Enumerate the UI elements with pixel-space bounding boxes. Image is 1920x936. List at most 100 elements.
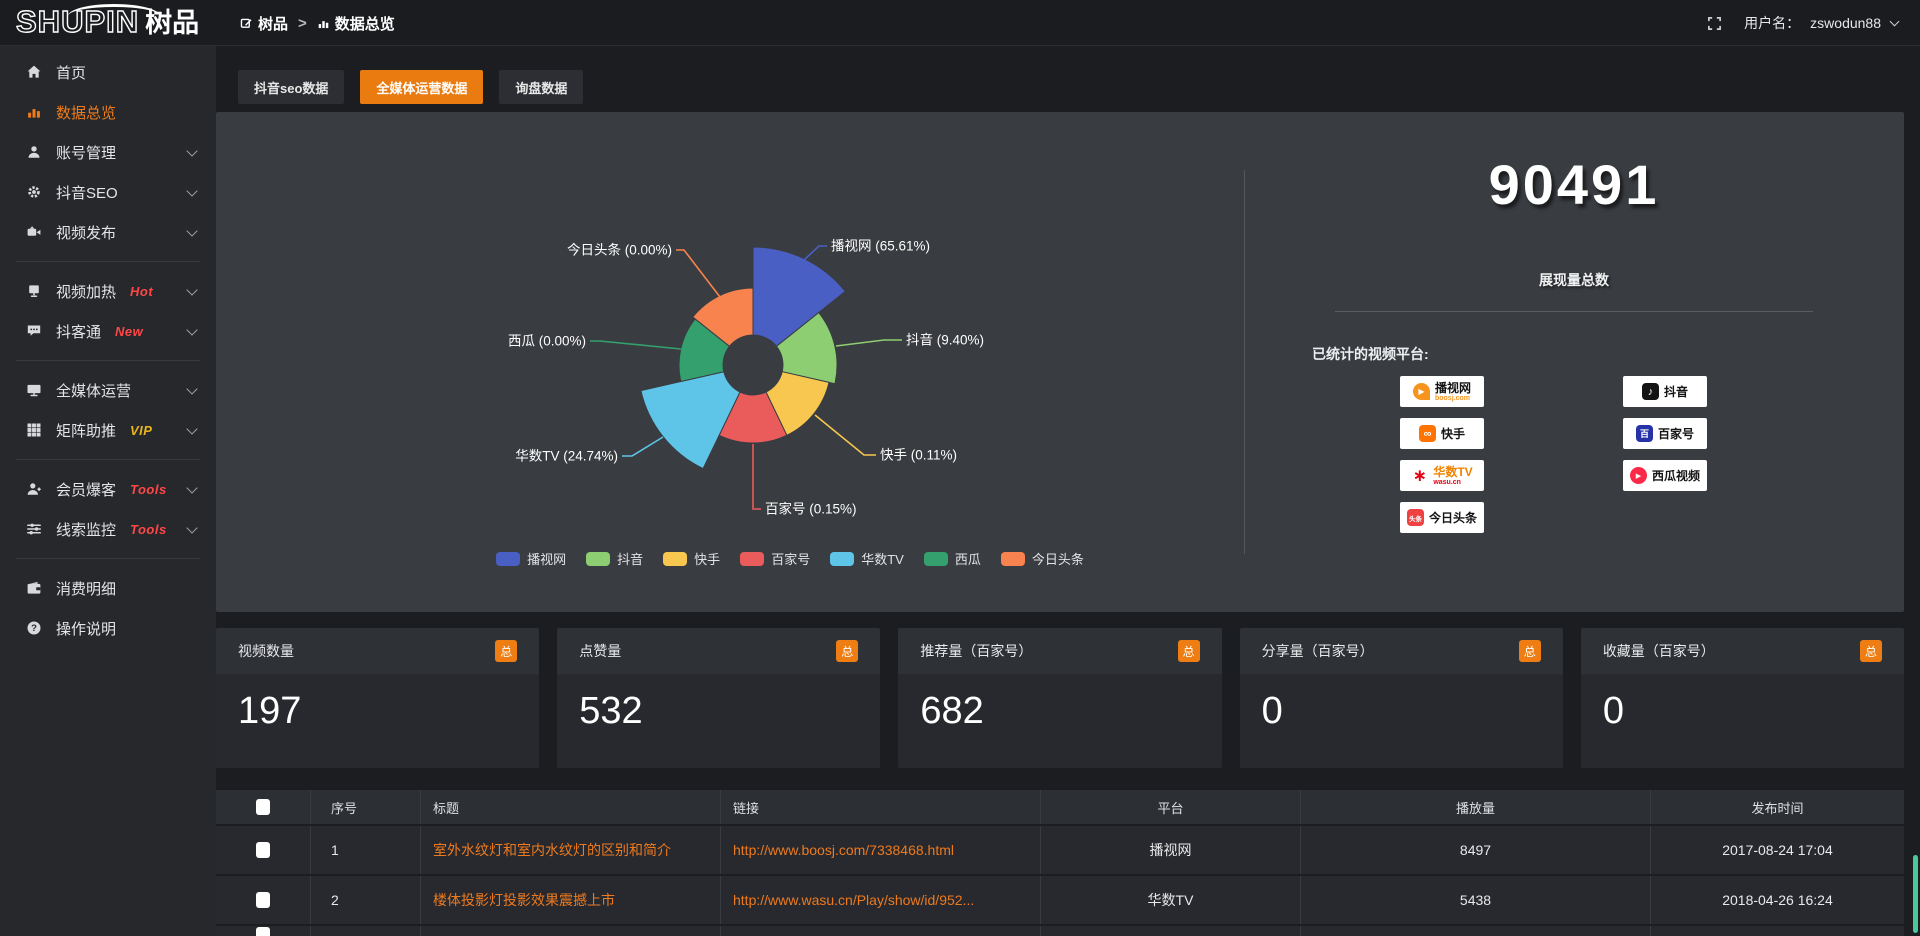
sidebar-separator bbox=[16, 360, 200, 361]
stat-card-row: 视频数量总 197 点赞量总 532 推荐量（百家号）总 682 分享量（百家号）总 0 收藏量… bbox=[216, 628, 1905, 768]
pie-slice-华数TV[interactable] bbox=[640, 371, 741, 470]
sidebar-item-视频发布[interactable]: 视频发布 bbox=[0, 212, 216, 252]
total-badge: 总 bbox=[495, 640, 518, 662]
heat-icon bbox=[26, 283, 42, 299]
col-header-no: 序号 bbox=[310, 790, 420, 824]
legend-item-快手[interactable]: 快手 bbox=[663, 549, 720, 568]
stat-card-收藏量（百家号）: 收藏量（百家号） 总 0 bbox=[1580, 628, 1905, 768]
chevron-down-icon bbox=[186, 185, 198, 197]
stat-card-title: 分享量（百家号） bbox=[1261, 643, 1374, 659]
sidebar-item-label: 全媒体运营 bbox=[56, 382, 132, 400]
main-content: 抖音seo数据 全媒体运营数据 询盘数据 播视网 (65.61%) 抖音 (9.40%… bbox=[216, 46, 1920, 936]
sidebar-item-操作说明[interactable]: ? 操作说明 bbox=[0, 608, 216, 648]
bars-icon bbox=[26, 104, 42, 120]
tab-抖音seo数据[interactable]: 抖音seo数据 bbox=[238, 70, 345, 104]
compose-icon bbox=[240, 17, 253, 30]
platform-chip-label: 快手 bbox=[1440, 426, 1465, 441]
legend-item-抖音[interactable]: 抖音 bbox=[586, 549, 643, 568]
topbar: SHUPIN 树品 树品 > 数据总览 用户名： zswodun88 bbox=[0, 0, 1920, 46]
legend-item-百家号[interactable]: 百家号 bbox=[740, 549, 810, 568]
chat-icon bbox=[26, 323, 42, 339]
sidebar-item-label: 消费明细 bbox=[56, 580, 117, 598]
legend-item-今日头条[interactable]: 今日头条 bbox=[1000, 549, 1084, 568]
cell-title[interactable]: 楼体投影灯投影效果震撼上市 bbox=[420, 876, 720, 924]
sidebar-item-消费明细[interactable]: 消费明细 bbox=[0, 568, 216, 608]
pie-label-line bbox=[803, 245, 827, 261]
sidebar-item-首页[interactable]: 首页 bbox=[0, 52, 216, 92]
pie-slice-播视网[interactable] bbox=[752, 246, 847, 348]
sidebar-item-label: 线索监控 bbox=[56, 521, 117, 539]
scrollbar-thumb[interactable] bbox=[1913, 855, 1918, 933]
sidebar-item-矩阵助推[interactable]: 矩阵助推 VIP bbox=[0, 410, 216, 450]
sidebar-item-会员爆客[interactable]: 会员爆客 Tools bbox=[0, 469, 216, 509]
sidebar-item-账号管理[interactable]: 账号管理 bbox=[0, 132, 216, 172]
select-all-checkbox[interactable] bbox=[256, 799, 270, 815]
platform-chip-抖音: ♪ 抖音 bbox=[1623, 376, 1707, 407]
breadcrumb-current: 数据总览 bbox=[334, 15, 395, 33]
pie-label-华数TV: 华数TV (24.74%) bbox=[515, 449, 618, 464]
summary-divider bbox=[1335, 311, 1813, 312]
legend-item-播视网[interactable]: 播视网 bbox=[496, 549, 566, 568]
sidebar-item-线索监控[interactable]: 线索监控 Tools bbox=[0, 509, 216, 549]
platform-chip-播视网: ▶ 播视网 boosj.com bbox=[1400, 376, 1484, 407]
douyin-icon: ♪ bbox=[1641, 383, 1659, 400]
cell-link[interactable]: http://www.wasu.cn/Play/show/id/952... bbox=[720, 876, 1040, 924]
video-icon bbox=[26, 224, 42, 240]
overview-card: 播视网 (65.61%) 抖音 (9.40%) 快手 (0.11%) 百家号 (0.1… bbox=[216, 112, 1904, 612]
boshiwang-icon: ▶ bbox=[1412, 383, 1430, 400]
chevron-down-icon bbox=[186, 522, 198, 534]
stat-card-header: 收藏量（百家号） 总 bbox=[1580, 628, 1905, 674]
bar-chart-icon bbox=[317, 17, 330, 30]
sidebar-item-视频加热[interactable]: 视频加热 Hot bbox=[0, 271, 216, 311]
row-checkbox[interactable] bbox=[256, 927, 270, 936]
pie-label-line bbox=[590, 340, 682, 350]
sidebar-item-label: 抖客通 bbox=[56, 323, 102, 341]
sidebar-item-抖音SEO[interactable]: 抖音SEO bbox=[0, 172, 216, 212]
sidebar: 首页 数据总览 账号管理 抖音SEO 视频发布视频加热 Hot 抖客通 New 全媒体运营矩阵助… bbox=[0, 46, 216, 936]
pie-slice-今日头条[interactable] bbox=[692, 287, 754, 348]
cell-platform: 华数TV bbox=[1040, 876, 1300, 924]
platform-chip-华数TV: ∗ 华数TV wasu.cn bbox=[1400, 460, 1484, 491]
baijiahao-icon: 百 bbox=[1635, 425, 1653, 442]
cell-time: 2017-08-24 17:04 bbox=[1650, 826, 1904, 874]
breadcrumb-root[interactable]: 树品 bbox=[258, 15, 289, 33]
legend-swatch bbox=[830, 551, 855, 566]
legend-label: 百家号 bbox=[771, 552, 811, 567]
chevron-down-icon[interactable] bbox=[1889, 16, 1900, 26]
tab-询盘数据[interactable]: 询盘数据 bbox=[499, 70, 584, 104]
fullscreen-icon[interactable] bbox=[1707, 16, 1722, 31]
row-checkbox[interactable] bbox=[256, 892, 270, 908]
sidebar-item-label: 视频加热 bbox=[56, 283, 117, 301]
row-checkbox[interactable] bbox=[256, 842, 270, 858]
username[interactable]: zswodun88 bbox=[1810, 15, 1881, 31]
logo-arc bbox=[68, 4, 160, 16]
platform-chip-label: 华数TV bbox=[1433, 464, 1473, 479]
pie-slice-抖音[interactable] bbox=[775, 311, 838, 385]
summary-panel: 90491 展现量总数 已统计的视频平台: ▶ 播视网 boosj.com ♪ 抖音 ∞ 快… bbox=[1244, 112, 1904, 612]
sidebar-item-全媒体运营[interactable]: 全媒体运营 bbox=[0, 370, 216, 410]
total-badge: 总 bbox=[1177, 640, 1200, 662]
stat-card-点赞量: 点赞量 总 532 bbox=[557, 628, 881, 768]
vertical-divider bbox=[1244, 170, 1245, 554]
chevron-down-icon bbox=[186, 482, 198, 494]
xigua-icon: ▶ bbox=[1629, 467, 1647, 484]
platform-chip-百家号: 百百家号 bbox=[1623, 418, 1707, 449]
sidebar-item-抖客通[interactable]: 抖客通 New bbox=[0, 311, 216, 351]
stat-card-body: 197 bbox=[216, 674, 540, 768]
legend-item-华数TV[interactable]: 华数TV bbox=[830, 549, 904, 568]
legend-swatch bbox=[663, 551, 688, 566]
wallet-icon bbox=[26, 580, 42, 596]
cell-link[interactable]: http://www.boosj.com/7338468.html bbox=[720, 826, 1040, 874]
legend-swatch bbox=[923, 551, 948, 566]
table-row: 1 室外水纹灯和室内水纹灯的区别和简介 http://www.boosj.com/7… bbox=[216, 824, 1904, 874]
platforms-label: 已统计的视频平台: bbox=[1312, 346, 1429, 362]
stat-card-title: 推荐量（百家号） bbox=[920, 643, 1033, 659]
tab-全媒体运营数据[interactable]: 全媒体运营数据 bbox=[360, 70, 484, 104]
sidebar-item-数据总览[interactable]: 数据总览 bbox=[0, 92, 216, 132]
pie-label-line bbox=[752, 444, 761, 510]
legend-label: 快手 bbox=[694, 552, 721, 567]
pie-label-百家号: 百家号 (0.15%) bbox=[765, 501, 857, 517]
legend-item-西瓜[interactable]: 西瓜 bbox=[923, 549, 981, 568]
tab-bar: 抖音seo数据 全媒体运营数据 询盘数据 bbox=[238, 70, 584, 104]
cell-title[interactable]: 室外水纹灯和室内水纹灯的区别和简介 bbox=[420, 826, 720, 874]
